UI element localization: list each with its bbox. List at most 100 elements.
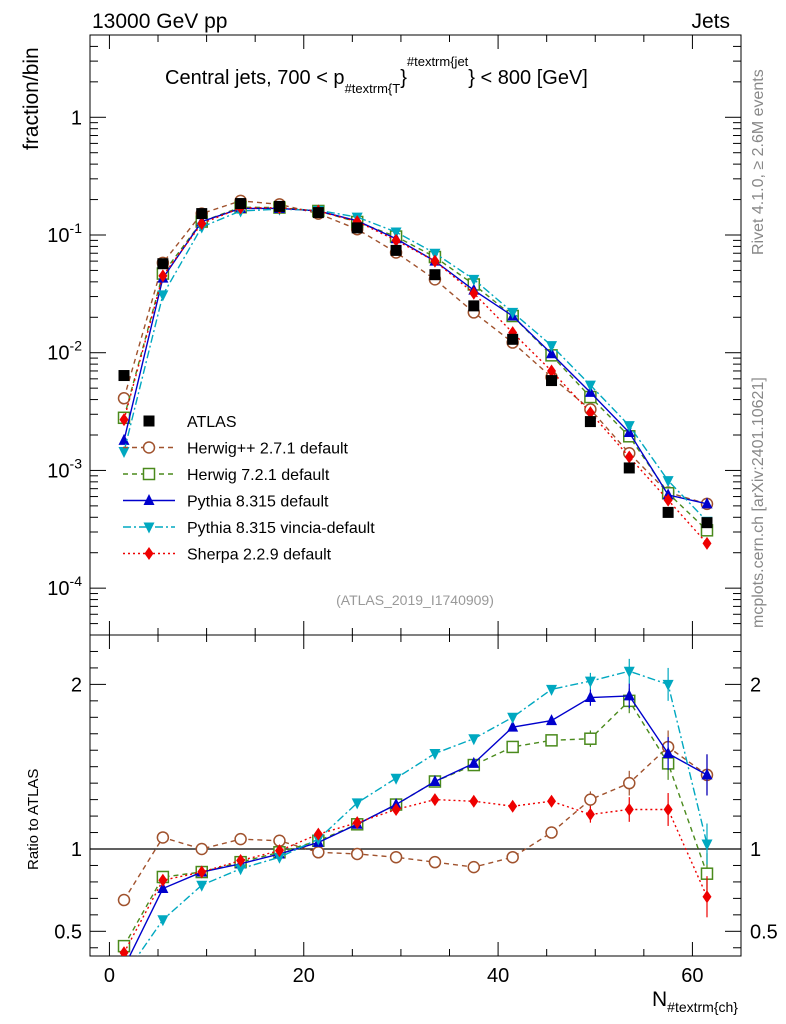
series-3-ratio-point — [429, 749, 441, 761]
y-tick-mantissa: 10 — [47, 343, 69, 365]
legend-label: Pythia 8.315 default — [187, 494, 329, 511]
series-3-point — [429, 248, 441, 260]
series-4-point — [430, 254, 440, 268]
series-3-ratio-point — [507, 712, 519, 724]
x-axis-label: N#textrm{ch} — [652, 988, 738, 1015]
series-0-ratio-point — [234, 832, 247, 846]
series-3-point — [623, 421, 635, 433]
y-tick-label: 10-2 — [47, 338, 82, 365]
atlas-data-point — [235, 198, 247, 210]
legend-label: Sherpa 2.2.9 default — [187, 547, 332, 564]
y-tick-mantissa: 1 — [71, 107, 82, 129]
series-1-ratio-point — [584, 732, 597, 745]
series-2-ratio-point — [119, 961, 130, 972]
atlas-data-point — [390, 244, 402, 256]
series-3-ratio-point — [584, 676, 596, 688]
x-label-sub: #textrm{ch} — [667, 999, 738, 1015]
atlas-data-point — [468, 300, 480, 312]
x-tick-label: 0 — [104, 965, 115, 987]
series-4-ratio-point — [352, 816, 362, 830]
ratio-panel-frame — [89, 634, 742, 957]
series-4-point — [469, 286, 479, 300]
series-3-ratio-point — [196, 880, 208, 892]
legend-label: Pythia 8.315 vincia-default — [187, 520, 375, 537]
y-tick-mantissa: 10 — [47, 578, 69, 600]
series-4-point — [547, 364, 557, 378]
series-4-point — [663, 493, 673, 507]
series-4-point — [391, 233, 401, 247]
series-3-point — [390, 227, 402, 239]
series-3-ratio-point — [468, 734, 480, 746]
series-4-ratio-point — [236, 854, 246, 868]
svg-text:Central jets, 700 < p#textrm{T: Central jets, 700 < p#textrm{T}#textrm{j… — [165, 54, 588, 96]
legend: ATLAS Herwig++ 2.7.1 default Herwig 7.2.1 … — [123, 414, 375, 564]
legend-marker — [143, 522, 155, 534]
series-4-ratio-point — [508, 799, 518, 813]
series-3-ratio-point — [623, 666, 635, 678]
title-sub: #textrm{T — [345, 81, 401, 96]
series-2-ratio-point — [507, 720, 519, 732]
atlas-data-point — [584, 416, 596, 428]
atlas-data-point — [157, 258, 169, 270]
series-3-ratio-point — [662, 679, 674, 691]
series-3-ratio-point — [546, 684, 558, 696]
series-3-point — [507, 307, 519, 319]
y-tick-label: 10-1 — [47, 220, 82, 247]
ratio-tick-label-right: 1 — [750, 839, 761, 861]
atlas-data-point — [312, 207, 324, 219]
series-4-point — [197, 217, 207, 231]
legend-label: Herwig++ 2.7.1 default — [187, 441, 349, 458]
atlas-data-point — [196, 208, 208, 220]
x-label-main: N — [652, 988, 667, 1011]
series-4-ratio-point — [547, 794, 557, 808]
series-2-ratio-point — [429, 775, 441, 787]
x-tick-label: 40 — [487, 965, 509, 987]
series-3-ratio-point — [351, 798, 363, 810]
atlas-data-point — [351, 222, 363, 234]
y-axis-label: fraction/bin — [20, 47, 43, 150]
series-4-ratio-point — [585, 807, 595, 821]
series-3-ratio-point — [701, 839, 713, 851]
series-4-ratio-point — [702, 890, 712, 904]
series-3-line — [123, 208, 708, 522]
series-2-ratio-point — [623, 689, 635, 701]
series-1-ratio-point — [506, 740, 519, 754]
title-brace-1: } — [400, 67, 407, 89]
legend-label: ATLAS — [187, 414, 237, 431]
series-4-ratio-point — [391, 802, 401, 816]
series-3-point — [118, 446, 130, 458]
series-0-ratio-point — [117, 893, 131, 907]
ratio-tick-label: 0.5 — [54, 921, 82, 943]
series-3-point — [157, 290, 169, 302]
series-3-point — [468, 274, 480, 286]
series-0-ratio-point — [506, 850, 519, 864]
series-4-ratio-point — [313, 827, 323, 841]
plot-title: Central jets, 700 < p#textrm{T}#textrm{j… — [165, 54, 588, 96]
series-1-ratio-line — [123, 699, 708, 947]
series-0-ratio-point — [623, 776, 636, 790]
series-2-ratio-point — [701, 768, 713, 780]
ratio-tick-label-right: 2 — [750, 674, 761, 696]
y-tick-label: 1 — [71, 107, 82, 129]
series-4-point — [119, 413, 129, 427]
series-4-ratio-point — [624, 802, 634, 816]
ratio-tick-label-right: 0.5 — [750, 921, 778, 943]
series-0-ratio-line — [123, 746, 708, 901]
series-4-ratio-line — [123, 798, 708, 954]
series-3-point — [584, 380, 596, 392]
series-4-line — [123, 207, 708, 544]
y-tick-mantissa: 10 — [47, 460, 69, 482]
header-left: 13000 GeV pp — [92, 10, 227, 33]
title-sup: #textrm{jet — [407, 54, 469, 69]
legend-label: Herwig 7.2.1 default — [187, 467, 330, 484]
series-4-ratio-point — [274, 844, 284, 858]
series-2-ratio-point — [468, 756, 480, 768]
series-2-point — [546, 347, 558, 359]
series-0-ratio-point — [389, 850, 403, 864]
series-0-point — [117, 392, 131, 405]
series-3-point — [546, 341, 558, 353]
x-tick-label: 20 — [293, 965, 315, 987]
series-0-ratio-point — [428, 855, 442, 869]
header-right: Jets — [691, 10, 730, 33]
